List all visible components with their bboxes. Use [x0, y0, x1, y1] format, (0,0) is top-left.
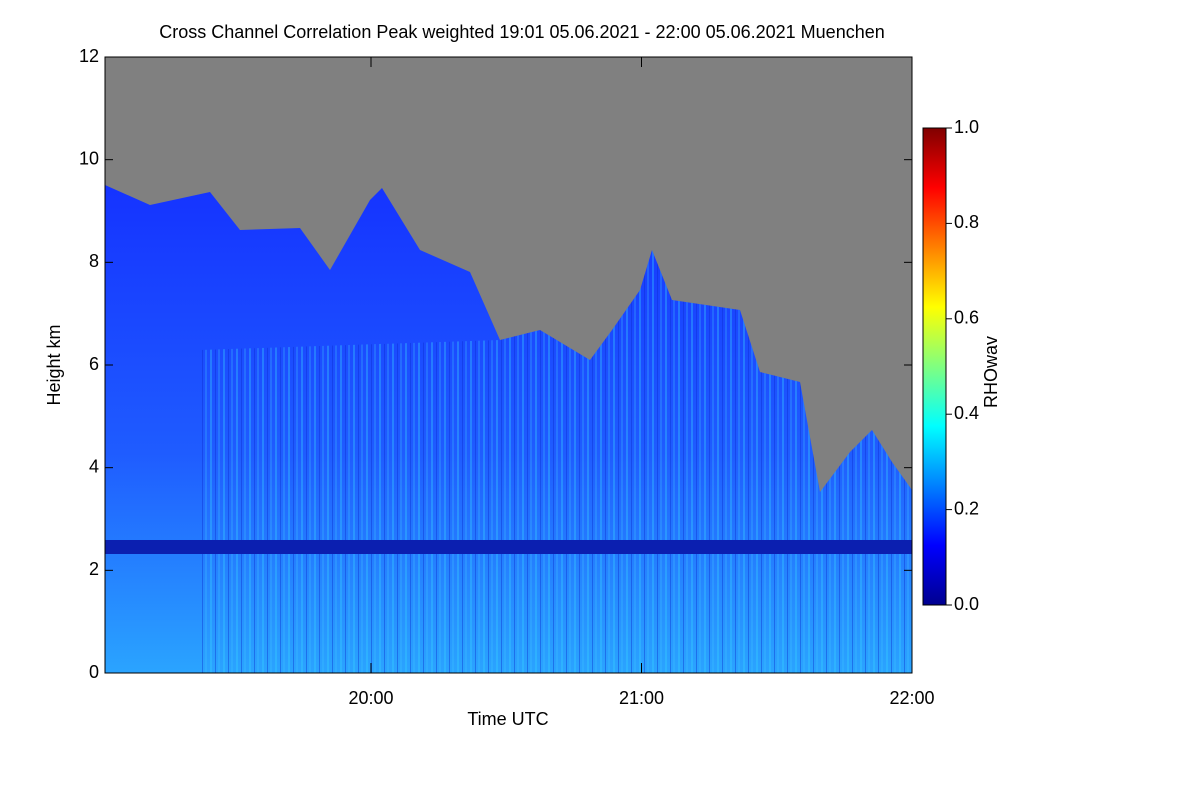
- y-tick-label: 2: [89, 559, 99, 579]
- signal-stripes: [200, 250, 912, 673]
- colorbar-tick-label: 0.8: [954, 212, 979, 232]
- x-axis-label: Time UTC: [467, 709, 548, 729]
- colorbar-tick-label: 0.0: [954, 594, 979, 614]
- y-axis-label: Height km: [44, 324, 64, 405]
- colorbar-tick-label: 0.4: [954, 403, 979, 423]
- y-tick-label: 10: [79, 148, 99, 168]
- colorbar: [922, 127, 947, 606]
- colorbar-tick-label: 0.2: [954, 498, 979, 518]
- y-tick-label: 8: [89, 251, 99, 271]
- colorbar-label: RHOwav: [981, 336, 1001, 408]
- x-tick-label: 22:00: [889, 688, 934, 708]
- colorbar-tick-label: 0.6: [954, 308, 979, 328]
- x-tick-label: 21:00: [619, 688, 664, 708]
- y-tick-label: 12: [79, 46, 99, 66]
- chart-title: Cross Channel Correlation Peak weighted …: [159, 22, 885, 42]
- y-tick-label: 6: [89, 354, 99, 374]
- y-tick-label: 4: [89, 456, 99, 476]
- colorbar-tick-label: 1.0: [954, 117, 979, 137]
- y-tick-label: 0: [89, 662, 99, 682]
- dark-band: [105, 540, 912, 554]
- x-tick-label: 20:00: [348, 688, 393, 708]
